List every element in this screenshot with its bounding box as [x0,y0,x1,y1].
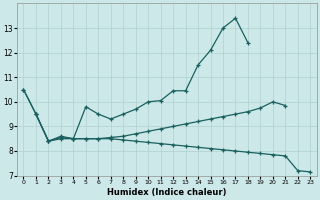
X-axis label: Humidex (Indice chaleur): Humidex (Indice chaleur) [107,188,227,197]
